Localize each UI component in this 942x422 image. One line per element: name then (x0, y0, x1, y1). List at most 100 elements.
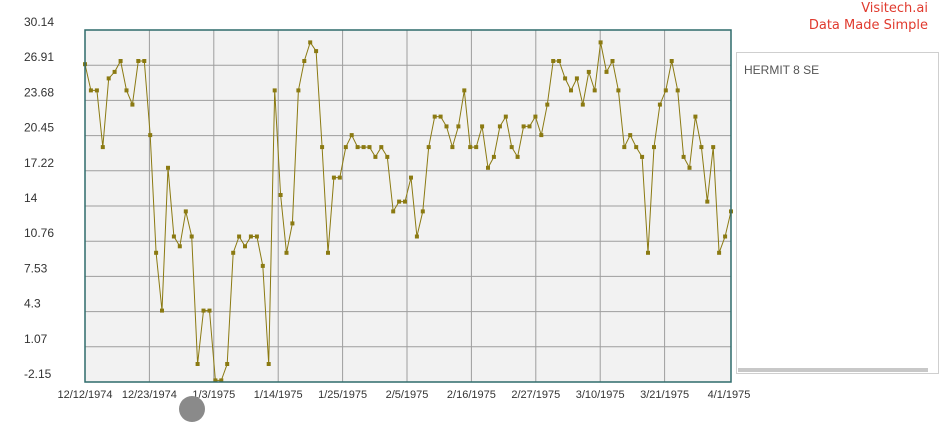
data-point[interactable] (266, 362, 271, 366)
data-point[interactable] (414, 234, 419, 239)
data-point[interactable] (397, 199, 402, 204)
data-point[interactable] (355, 145, 360, 150)
data-point[interactable] (160, 308, 164, 313)
data-point[interactable] (391, 209, 396, 214)
data-point[interactable] (723, 234, 728, 239)
data-point[interactable] (385, 154, 390, 159)
data-point[interactable] (663, 88, 668, 93)
data-point[interactable] (248, 234, 253, 239)
data-point[interactable] (474, 145, 479, 150)
data-point[interactable] (201, 308, 206, 313)
data-point[interactable] (94, 88, 99, 93)
data-point[interactable] (183, 209, 188, 214)
data-point[interactable] (497, 124, 502, 129)
data-point[interactable] (480, 124, 485, 129)
data-point[interactable] (438, 114, 443, 119)
data-point[interactable] (367, 145, 372, 150)
data-point[interactable] (586, 69, 591, 74)
data-point[interactable] (88, 88, 93, 93)
data-point[interactable] (320, 145, 325, 150)
data-point[interactable] (154, 250, 159, 255)
data-point[interactable] (462, 88, 467, 93)
data-point[interactable] (166, 165, 170, 170)
data-point[interactable] (580, 102, 585, 107)
data-point[interactable] (569, 88, 573, 93)
data-point[interactable] (100, 145, 105, 150)
data-point[interactable] (616, 88, 621, 93)
data-point[interactable] (592, 88, 597, 93)
data-point[interactable] (545, 102, 550, 107)
data-point[interactable] (669, 59, 674, 63)
data-point[interactable] (260, 263, 265, 268)
data-point[interactable] (219, 378, 224, 383)
data-point[interactable] (687, 165, 692, 170)
data-point[interactable] (177, 244, 182, 249)
data-point[interactable] (171, 234, 176, 239)
data-point[interactable] (646, 250, 650, 255)
data-point[interactable] (491, 154, 496, 159)
data-point[interactable] (343, 145, 348, 150)
data-point[interactable] (189, 234, 194, 239)
data-point[interactable] (711, 145, 716, 150)
data-point[interactable] (314, 49, 319, 54)
data-point[interactable] (610, 59, 615, 63)
data-point[interactable] (557, 59, 562, 63)
data-point[interactable] (563, 76, 568, 81)
data-point[interactable] (628, 133, 633, 138)
data-point[interactable] (296, 88, 301, 93)
data-point[interactable] (486, 165, 490, 170)
data-point[interactable] (243, 244, 247, 249)
data-point[interactable] (195, 362, 200, 366)
data-point[interactable] (118, 59, 123, 63)
data-point[interactable] (604, 69, 609, 74)
data-point[interactable] (450, 145, 455, 150)
data-point[interactable] (551, 59, 556, 63)
data-point[interactable] (640, 154, 645, 159)
data-point[interactable] (213, 378, 218, 383)
data-point[interactable] (539, 133, 544, 138)
data-point[interactable] (420, 209, 425, 214)
data-point[interactable] (456, 124, 461, 129)
data-point[interactable] (503, 114, 508, 119)
data-point[interactable] (426, 145, 431, 150)
data-point[interactable] (693, 114, 698, 119)
data-point[interactable] (699, 145, 704, 150)
legend-scrollbar[interactable] (738, 368, 928, 372)
data-point[interactable] (681, 154, 686, 159)
data-point[interactable] (254, 234, 259, 239)
data-point[interactable] (278, 193, 283, 197)
data-point[interactable] (527, 124, 532, 129)
data-point[interactable] (509, 145, 514, 150)
data-point[interactable] (308, 40, 313, 45)
drag-handle[interactable] (179, 396, 205, 422)
data-point[interactable] (326, 250, 330, 255)
data-point[interactable] (705, 199, 710, 204)
legend-item-hermit-8-se[interactable]: HERMIT 8 SE (744, 63, 820, 77)
data-point[interactable] (136, 59, 141, 63)
data-point[interactable] (432, 114, 437, 119)
data-point[interactable] (675, 88, 680, 93)
data-point[interactable] (207, 308, 212, 313)
data-point[interactable] (652, 145, 656, 150)
data-point[interactable] (272, 88, 277, 93)
data-point[interactable] (515, 154, 520, 159)
data-point[interactable] (574, 76, 579, 81)
data-point[interactable] (112, 69, 117, 74)
data-point[interactable] (379, 145, 384, 150)
data-point[interactable] (124, 88, 129, 93)
data-point[interactable] (106, 76, 111, 81)
data-point[interactable] (468, 145, 473, 150)
data-point[interactable] (331, 175, 336, 180)
data-point[interactable] (634, 145, 639, 150)
data-point[interactable] (361, 145, 366, 150)
data-point[interactable] (237, 234, 242, 239)
data-point[interactable] (337, 175, 342, 180)
data-point[interactable] (302, 59, 307, 63)
data-point[interactable] (717, 250, 722, 255)
data-point[interactable] (349, 133, 354, 138)
data-point[interactable] (148, 133, 153, 138)
data-point[interactable] (409, 175, 413, 180)
data-point[interactable] (533, 114, 538, 119)
data-point[interactable] (284, 250, 289, 255)
data-point[interactable] (444, 124, 449, 129)
